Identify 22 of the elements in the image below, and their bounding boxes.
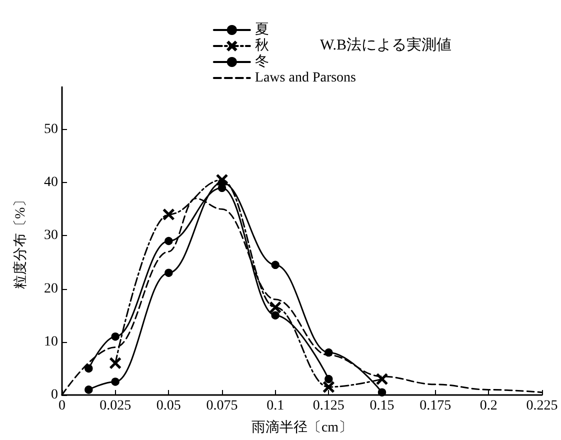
text: W.B法による実測値	[320, 36, 452, 54]
x-tick-label: 0.05	[156, 398, 181, 414]
x-tick-label: 0.075	[206, 398, 238, 414]
x-tick-label: 0.025	[100, 398, 132, 414]
x-tick-label: 0.1	[266, 398, 284, 414]
legend-label: Laws and Parsons	[254, 70, 356, 86]
y-tick-label: 40	[44, 175, 58, 190]
legend-label: 秋	[254, 38, 269, 54]
legend-label: 夏	[254, 22, 269, 38]
y-tick-label: 10	[44, 334, 58, 350]
x-tick-label: 0.175	[420, 398, 452, 414]
y-tick-label: 50	[44, 122, 58, 137]
legend-label: 冬	[254, 54, 269, 70]
x-tick-label: 0.125	[312, 398, 344, 414]
x-tick-label: 0.15	[370, 398, 394, 414]
x-axis-title: 雨滴半径〔cm〕	[251, 420, 353, 436]
y-tick-label: 30	[44, 228, 58, 244]
x-tick-label: 0.2	[480, 398, 498, 414]
x-tick-label: 0.225	[526, 398, 558, 414]
y-axis-title: 粒度分布〔%〕	[12, 193, 28, 289]
y-tick-label: 0	[51, 388, 58, 402]
y-tick-label: 20	[44, 281, 58, 296]
